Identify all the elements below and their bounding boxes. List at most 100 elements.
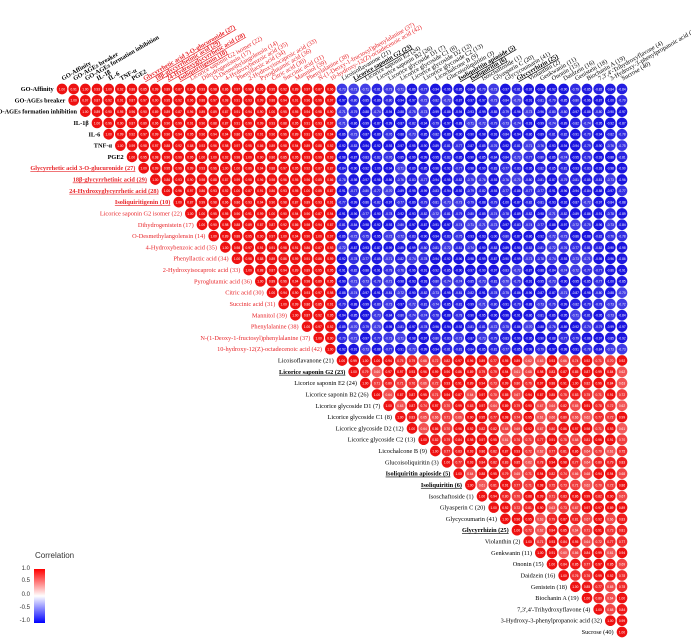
correlation-value-label: 0.87 [292,201,298,205]
correlation-cell [558,117,569,129]
correlation-cell [535,524,546,536]
correlation-cell [581,309,593,321]
correlation-value-label: 0.91 [549,438,555,442]
correlation-cell [453,196,464,208]
correlation-cell [441,423,453,434]
correlation-cell [535,456,546,468]
correlation-cell [266,275,278,287]
correlation-value-label: 0.68 [607,608,613,612]
correlation-cell [511,502,523,513]
correlation-value-label: -0.84 [607,201,614,205]
correlation-value-label: 1.00 [269,212,275,216]
correlation-value-label: 0.64 [549,404,555,408]
correlation-value-label: 1.00 [222,167,228,171]
correlation-value-label: -0.98 [607,167,614,171]
correlation-value-label: -0.99 [350,201,357,205]
correlation-cell [570,151,581,163]
correlation-cell [418,162,429,174]
correlation-value-label: -0.81 [432,246,439,250]
correlation-value-label: -0.86 [572,234,579,238]
correlation-value-label: -0.70 [502,280,509,284]
correlation-cell [593,128,604,140]
correlation-value-label: 0.94 [257,201,263,205]
correlation-value-label: -0.72 [548,234,555,238]
correlation-cell [616,547,628,559]
correlation-cell [616,83,628,95]
correlation-cell [523,513,534,525]
correlation-cell [290,287,301,298]
correlation-value-label: 0.86 [269,155,275,159]
correlation-cell [616,423,628,434]
correlation-value-label: 0.64 [467,472,473,476]
correlation-cell [441,140,453,151]
correlation-value-label: -0.82 [373,155,380,159]
correlation-cell [593,94,604,106]
correlation-cell [418,128,429,140]
correlation-cell [243,128,254,140]
correlation-cell [453,275,464,287]
correlation-cell [243,83,254,95]
correlation-value-label: -0.71 [350,336,357,340]
correlation-cell [406,411,418,423]
correlation-value-label: 0.90 [199,121,205,125]
correlation-value-label: 0.98 [561,461,567,465]
correlation-cell [406,355,418,366]
correlation-value-label: 0.95 [327,314,333,318]
correlation-cell [301,151,313,163]
correlation-value-label: 0.92 [281,223,287,227]
correlation-value-label: -0.78 [385,268,392,272]
correlation-cell [558,423,569,434]
correlation-value-label: 0.61 [502,438,508,442]
correlation-cell [465,411,476,423]
correlation-value-label: 0.82 [549,472,555,476]
correlation-value-label: 0.94 [211,133,217,137]
correlation-value-label: -0.98 [350,178,357,182]
correlation-cell [581,242,593,253]
correlation-value-label: -0.92 [338,144,345,148]
correlation-cell [348,117,359,129]
correlation-value-label: -0.73 [525,110,532,114]
correlation-cell [535,162,546,174]
correlation-cell [593,343,604,355]
correlation-cell [430,332,441,344]
correlation-value-label: 0.94 [292,212,298,216]
correlation-value-label: 0.96 [187,110,193,114]
correlation-cell [371,219,383,231]
correlation-value-label: -0.82 [350,268,357,272]
row-label: Biochanin A (19) [535,595,578,602]
correlation-value-label: 0.95 [187,133,193,137]
correlation-value-label: 0.94 [257,167,263,171]
row-label: Licorice glycoside D1 (7) [315,403,380,410]
correlation-value-label: -0.85 [583,280,590,284]
correlation-cell [581,366,593,378]
correlation-cell [581,208,593,219]
correlation-value-label: 0.86 [257,144,263,148]
correlation-cell [91,94,103,106]
correlation-value-label: -0.94 [560,144,567,148]
correlation-value-label: 0.80 [596,461,602,465]
correlation-value-label: 0.64 [584,449,590,453]
correlation-cell [523,253,534,265]
correlation-value-label: 0.89 [292,133,298,137]
correlation-value-label: -0.79 [362,325,369,329]
correlation-value-label: -0.77 [525,155,532,159]
correlation-value-label: 0.99 [257,99,263,103]
correlation-cell [173,117,184,129]
correlation-value-label: 0.92 [222,155,228,159]
correlation-value-label: 0.98 [304,280,310,284]
correlation-cell [266,174,278,185]
correlation-cell [465,128,476,140]
correlation-cell [593,524,604,536]
correlation-value-label: -0.93 [490,133,497,137]
correlation-cell [243,185,254,197]
correlation-value-label: 0.98 [584,427,590,431]
correlation-value-label: -0.79 [467,189,474,193]
row-label: Phenyllactic acid (34) [173,256,228,263]
correlation-value-label: 0.99 [596,551,602,555]
correlation-value-label: 0.85 [316,302,322,306]
correlation-cell [348,83,359,95]
correlation-cell [581,253,593,265]
correlation-cell [325,332,336,344]
correlation-value-label: 0.81 [526,506,532,510]
correlation-value-label: 0.60 [374,370,380,374]
